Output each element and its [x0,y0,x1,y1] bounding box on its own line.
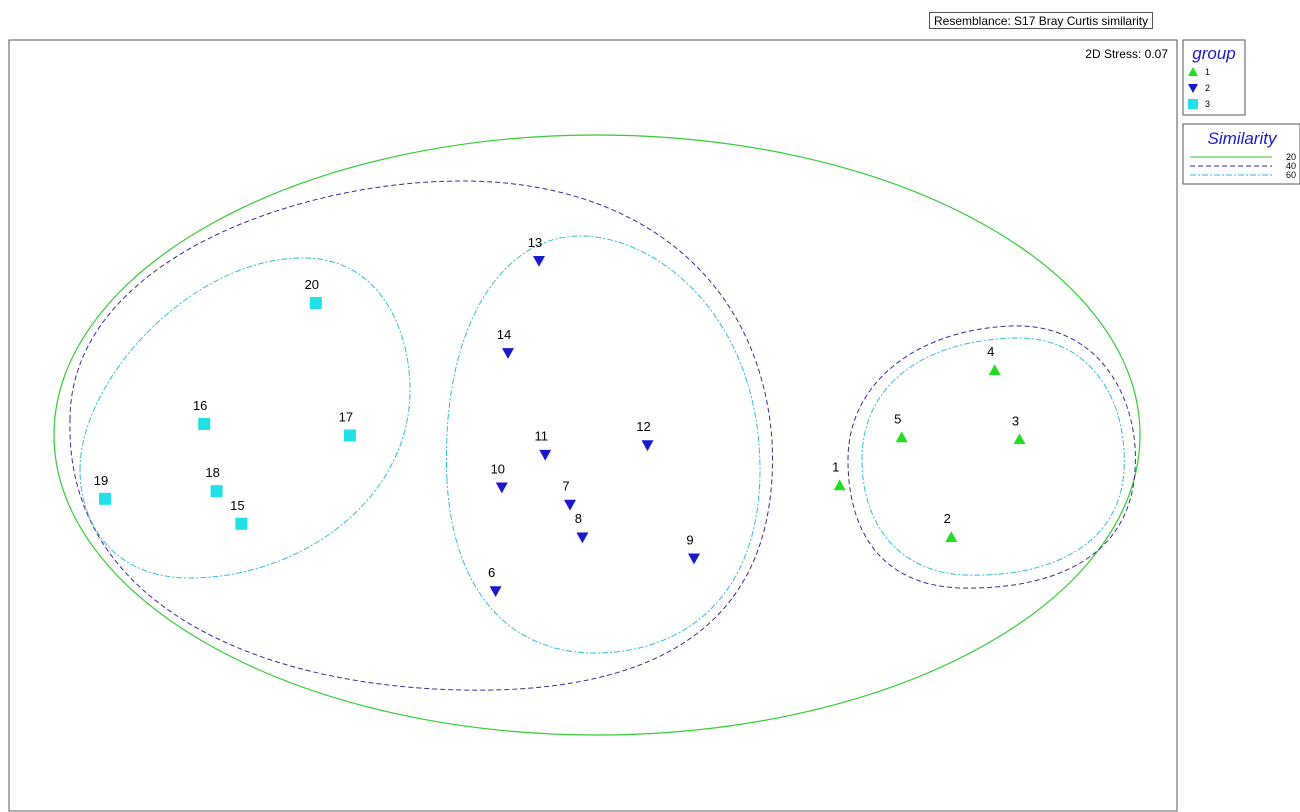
point-label-14: 14 [497,327,511,342]
group-legend-marker-3 [1188,99,1198,109]
contour-60-left [79,257,411,579]
point-label-2: 2 [944,511,951,526]
resemblance-label: Resemblance: S17 Bray Curtis similarity [929,12,1153,29]
plot-frame [8,39,1178,812]
point-marker-14 [502,348,514,359]
point-marker-6 [489,586,502,597]
group-legend-label-1: 1 [1205,67,1210,77]
point-marker-12 [641,440,654,452]
point-marker-15 [235,517,248,530]
point-label-8: 8 [575,511,582,526]
group-legend-label-2: 2 [1205,83,1210,93]
point-marker-11 [539,449,552,461]
point-label-11: 11 [534,429,548,444]
contour-40-left [69,180,773,691]
point-marker-7 [564,499,576,511]
point-label-15: 15 [230,498,244,513]
point-marker-8 [576,532,589,544]
point-marker-13 [533,255,545,267]
point-marker-10 [495,482,508,494]
point-marker-9 [688,553,700,565]
point-label-7: 7 [562,479,569,494]
point-marker-4 [988,364,1001,375]
point-marker-16 [198,417,211,430]
point-label-10: 10 [491,461,505,476]
point-marker-1 [833,479,846,491]
point-label-16: 16 [193,398,207,413]
group-legend: group 1 2 3 [1182,39,1246,116]
group-legend-marker-2 [1188,84,1198,93]
point-marker-18 [210,485,223,498]
group-legend-marker-1 [1188,67,1198,76]
point-label-20: 20 [305,277,319,292]
stress-label: 2D Stress: 0.07 [1085,47,1168,61]
contour-20 [53,134,1141,736]
point-label-5: 5 [894,411,901,426]
point-marker-5 [895,431,908,443]
point-label-3: 3 [1012,413,1019,428]
point-marker-17 [343,429,356,442]
contour-40-right [847,325,1136,589]
contour-60-right [861,337,1125,576]
point-marker-19 [99,492,111,505]
point-label-12: 12 [636,419,650,434]
point-label-17: 17 [339,409,353,424]
similarity-contours [53,134,1141,736]
point-label-9: 9 [686,532,693,547]
point-label-19: 19 [94,473,108,488]
point-marker-3 [1013,433,1026,445]
point-marker-2 [945,531,958,543]
similarity-legend-label-40: 40 [1286,161,1296,171]
group-legend-label-3: 3 [1205,99,1210,109]
point-label-1: 1 [832,459,839,474]
point-label-13: 13 [528,235,542,250]
point-label-18: 18 [205,465,219,480]
point-label-6: 6 [488,565,495,580]
group-legend-title: group [1192,44,1235,63]
similarity-legend-label-60: 60 [1286,170,1296,180]
similarity-legend-label-20: 20 [1286,152,1296,162]
similarity-legend-title: Similarity [1208,129,1278,148]
point-marker-20 [309,297,322,309]
point-label-4: 4 [987,344,994,359]
